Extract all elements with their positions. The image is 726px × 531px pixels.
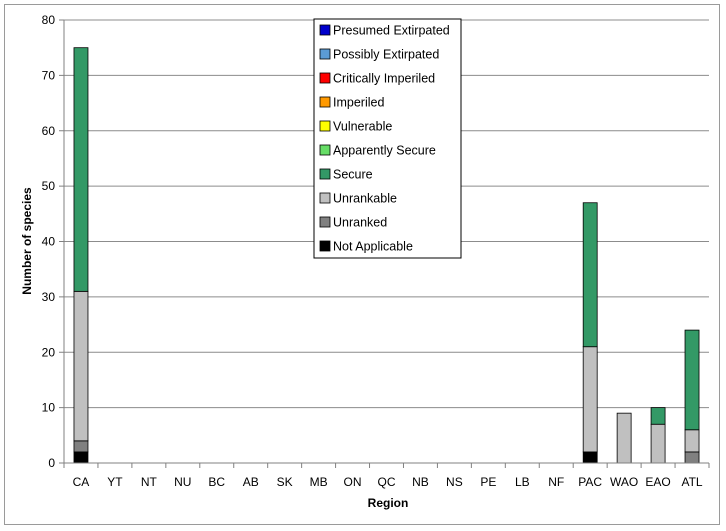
y-tick-labels: 0 10 20 30 40 50 60 70 80 xyxy=(42,13,56,470)
legend-swatch xyxy=(319,144,331,156)
legend-label: Critically Imperiled xyxy=(333,72,435,86)
bar-segment xyxy=(582,346,598,453)
bar-segment xyxy=(650,407,666,425)
x-tick-label: YT xyxy=(107,475,123,489)
legend-swatch xyxy=(319,120,331,132)
bar-segment xyxy=(73,440,89,453)
x-tick-label: LB xyxy=(515,475,530,489)
y-tick-label: 0 xyxy=(48,456,55,470)
bar-segment xyxy=(73,451,89,464)
legend-label: Unranked xyxy=(333,216,387,230)
bar-segment xyxy=(582,202,598,348)
x-tick-label: EAO xyxy=(645,475,670,489)
x-tick-label: NF xyxy=(548,475,564,489)
legend-label: Unrankable xyxy=(333,192,397,206)
legend: Presumed Extirpated Possibly Extirpated Cr… xyxy=(313,18,462,259)
legend-swatch xyxy=(319,72,331,84)
legend-label: Possibly Extirpated xyxy=(333,48,439,62)
x-tick-label: QC xyxy=(378,475,396,489)
legend-label: Imperiled xyxy=(333,96,384,110)
legend-swatch xyxy=(319,240,331,252)
x-tick-label: PAC xyxy=(578,475,602,489)
bar-segment xyxy=(684,329,700,431)
y-tick-label: 50 xyxy=(42,179,56,193)
bar-segment xyxy=(616,412,632,464)
axes xyxy=(63,20,710,468)
bar-segment xyxy=(684,451,700,464)
legend-label: Secure xyxy=(333,168,373,182)
legend-swatch xyxy=(319,96,331,108)
x-tick-label: AB xyxy=(243,475,259,489)
y-tick-label: 70 xyxy=(42,68,56,82)
legend-label: Vulnerable xyxy=(333,120,392,134)
legend-swatch xyxy=(319,48,331,60)
y-tick-label: 30 xyxy=(42,290,56,304)
y-tick-label: 80 xyxy=(42,13,56,27)
x-tick-label: NU xyxy=(174,475,191,489)
x-tick-label: WAO xyxy=(610,475,638,489)
y-tick-label: 40 xyxy=(42,235,56,249)
x-tick-label: PE xyxy=(480,475,496,489)
x-tick-label: ATL xyxy=(681,475,702,489)
y-tick-label: 10 xyxy=(42,401,56,415)
y-tick-label: 20 xyxy=(42,345,56,359)
bar-segment xyxy=(73,47,89,292)
legend-swatch xyxy=(319,192,331,204)
legend-label: Apparently Secure xyxy=(333,144,436,158)
x-tick-label: CA xyxy=(73,475,90,489)
bar-segment xyxy=(582,451,598,464)
x-tick-label: MB xyxy=(310,475,328,489)
legend-box xyxy=(313,18,462,259)
x-axis-title: Region xyxy=(368,496,409,510)
bar-segment xyxy=(684,429,700,453)
legend-swatch xyxy=(319,24,331,36)
legend-label: Presumed Extirpated xyxy=(333,24,450,38)
bar-segment xyxy=(73,290,89,442)
x-tick-label: NT xyxy=(141,475,158,489)
bar-segment xyxy=(650,423,666,464)
legend-swatch xyxy=(319,168,331,180)
x-tick-labels: CA YT NT NU BC AB SK MB ON QC NB NS PE LB NF PAC WAO EAO A… xyxy=(73,475,703,489)
x-tick-label: NS xyxy=(446,475,463,489)
y-tick-label: 60 xyxy=(42,124,56,138)
x-tick-label: SK xyxy=(277,475,293,489)
legend-swatch xyxy=(319,216,331,228)
x-tick-label: ON xyxy=(344,475,362,489)
legend-label: Not Applicable xyxy=(333,240,413,254)
y-axis-title: Number of species xyxy=(20,187,34,295)
x-tick-label: NB xyxy=(412,475,429,489)
x-tick-label: BC xyxy=(208,475,225,489)
